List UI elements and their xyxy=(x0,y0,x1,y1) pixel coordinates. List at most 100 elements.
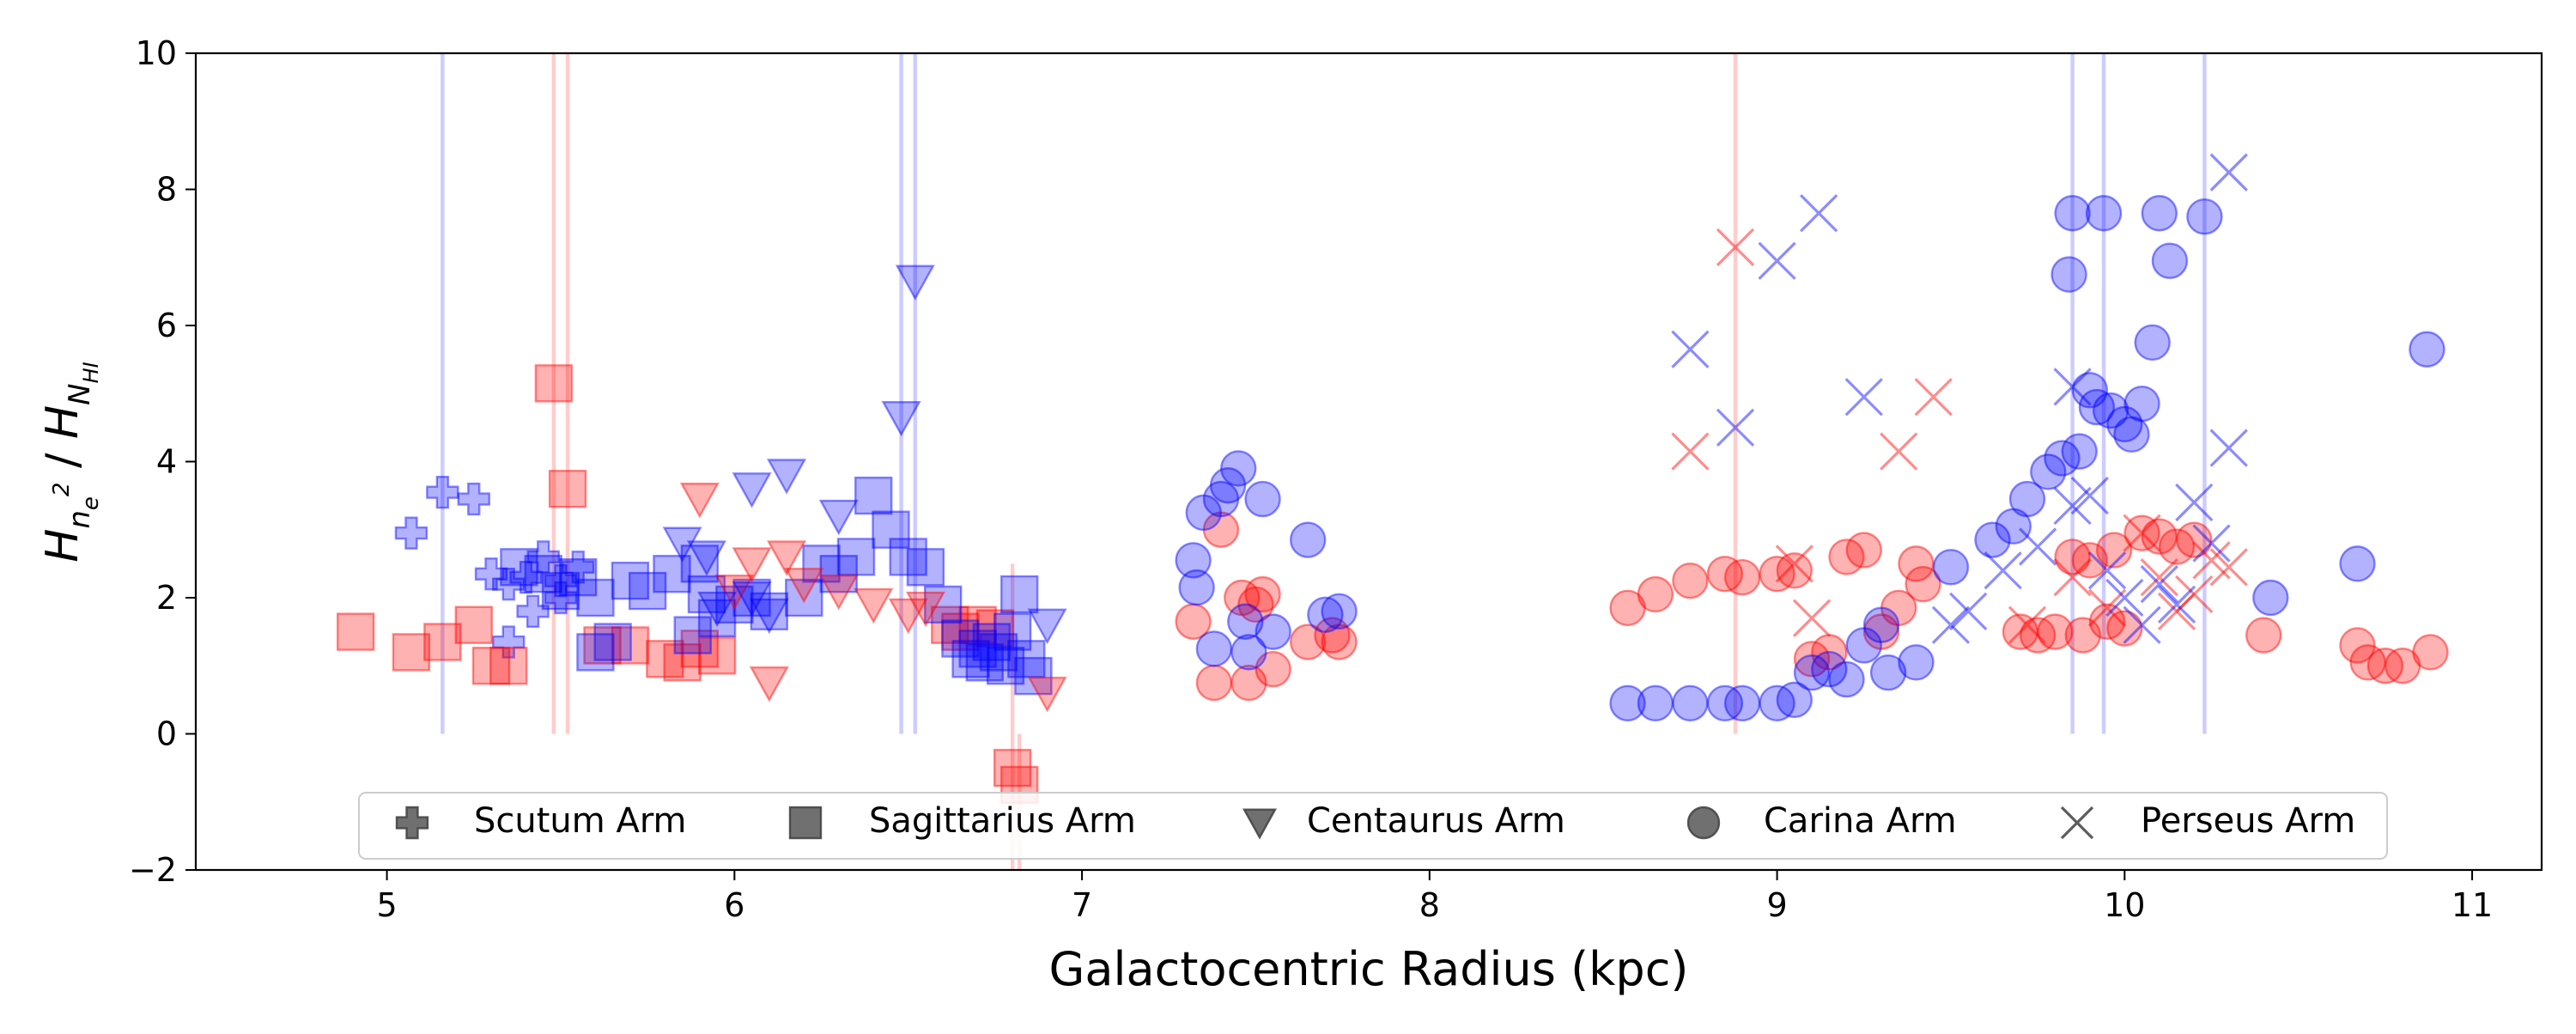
data-point xyxy=(2092,392,2129,429)
data-point xyxy=(2176,521,2213,558)
data-point xyxy=(2053,486,2092,526)
data-point xyxy=(2061,433,2098,470)
data-point xyxy=(2088,603,2126,640)
data-point xyxy=(906,548,945,587)
y-tick-label: 2 xyxy=(156,579,177,617)
data-point xyxy=(2157,592,2196,630)
data-point xyxy=(941,612,980,651)
data-point xyxy=(1984,551,2022,590)
data-point xyxy=(392,633,431,672)
data-point xyxy=(951,640,990,678)
data-point xyxy=(785,578,823,617)
data-point xyxy=(2008,480,2046,518)
data-point xyxy=(1811,634,1848,671)
data-point xyxy=(526,540,560,574)
data-point xyxy=(687,575,726,614)
data-point xyxy=(979,633,1018,672)
data-point xyxy=(1862,613,1900,650)
x-tick-label: 11 xyxy=(2451,886,2493,924)
data-point xyxy=(2113,416,2150,453)
data-point xyxy=(2123,385,2160,423)
data-point xyxy=(2140,565,2178,604)
y-tick-label: 10 xyxy=(136,34,177,72)
data-point xyxy=(2158,528,2196,565)
data-point xyxy=(767,540,807,576)
data-point xyxy=(802,544,841,583)
data-point xyxy=(679,483,720,519)
data-point xyxy=(2087,551,2127,590)
data-point xyxy=(993,612,1032,651)
data-point xyxy=(818,575,859,611)
data-point xyxy=(1007,640,1046,678)
data-point xyxy=(1255,651,1291,688)
data-point xyxy=(2157,585,2196,624)
data-point xyxy=(1932,549,1970,586)
data-point xyxy=(2008,605,2047,644)
data-point xyxy=(767,459,807,495)
x-axis-label: Galactocentric Radius (kpc) xyxy=(1049,942,1689,996)
data-point xyxy=(1195,664,1233,702)
data-point xyxy=(509,561,543,594)
data-point xyxy=(2085,195,2123,232)
data-point xyxy=(2409,331,2445,368)
data-point xyxy=(958,605,997,644)
y-tick-label: −2 xyxy=(129,851,177,889)
x-tick-label: 10 xyxy=(2104,886,2145,924)
data-point xyxy=(2192,524,2231,563)
y-tick-label: 6 xyxy=(156,307,177,344)
data-point xyxy=(1706,556,1744,593)
data-point xyxy=(1178,569,1215,606)
data-point xyxy=(2053,368,2092,406)
data-point xyxy=(1880,432,1918,471)
data-point xyxy=(1671,432,1710,471)
data-point xyxy=(1224,579,1261,617)
data-point xyxy=(1949,592,1988,630)
legend-entry-carina: Carina Arm xyxy=(1686,801,1957,841)
data-point xyxy=(1244,575,1281,613)
data-point xyxy=(2412,634,2449,671)
data-point xyxy=(2192,541,2231,580)
data-point xyxy=(2123,605,2161,644)
data-point xyxy=(697,591,738,628)
y-tick-label: 4 xyxy=(156,443,177,481)
data-point xyxy=(986,647,1025,685)
data-point xyxy=(1793,654,1831,691)
data-point xyxy=(1974,521,2011,558)
data-point xyxy=(2339,627,2376,664)
data-point xyxy=(394,516,428,550)
data-point xyxy=(489,647,528,685)
data-point xyxy=(895,265,935,301)
data-point xyxy=(2087,588,2127,628)
data-point xyxy=(1671,330,1710,368)
data-point xyxy=(492,567,526,601)
legend-marker xyxy=(2060,806,2094,840)
legend-marker xyxy=(1242,808,1278,840)
data-point xyxy=(1759,556,1795,593)
data-point xyxy=(1609,589,1646,627)
data-point xyxy=(1672,684,1709,722)
data-point xyxy=(2209,429,2248,467)
data-point xyxy=(541,571,580,611)
data-point xyxy=(1244,480,1281,518)
x-tick-label: 7 xyxy=(1072,886,1092,924)
data-point xyxy=(836,538,876,576)
data-point xyxy=(1637,684,1674,722)
data-point xyxy=(1195,630,1233,667)
data-point xyxy=(1289,521,1327,558)
data-point xyxy=(646,640,684,678)
data-point xyxy=(2019,617,2057,654)
data-point xyxy=(2245,617,2282,654)
data-point xyxy=(2044,440,2081,477)
data-point xyxy=(576,578,615,617)
data-point xyxy=(680,630,720,668)
data-point xyxy=(686,540,727,576)
data-point xyxy=(544,581,578,615)
x-tick-label: 9 xyxy=(1766,886,1787,924)
data-point xyxy=(1775,544,1814,583)
data-point xyxy=(1905,565,1941,603)
data-point xyxy=(562,550,595,584)
data-point xyxy=(1898,644,1935,681)
data-point xyxy=(819,555,858,593)
data-point xyxy=(1307,596,1344,634)
